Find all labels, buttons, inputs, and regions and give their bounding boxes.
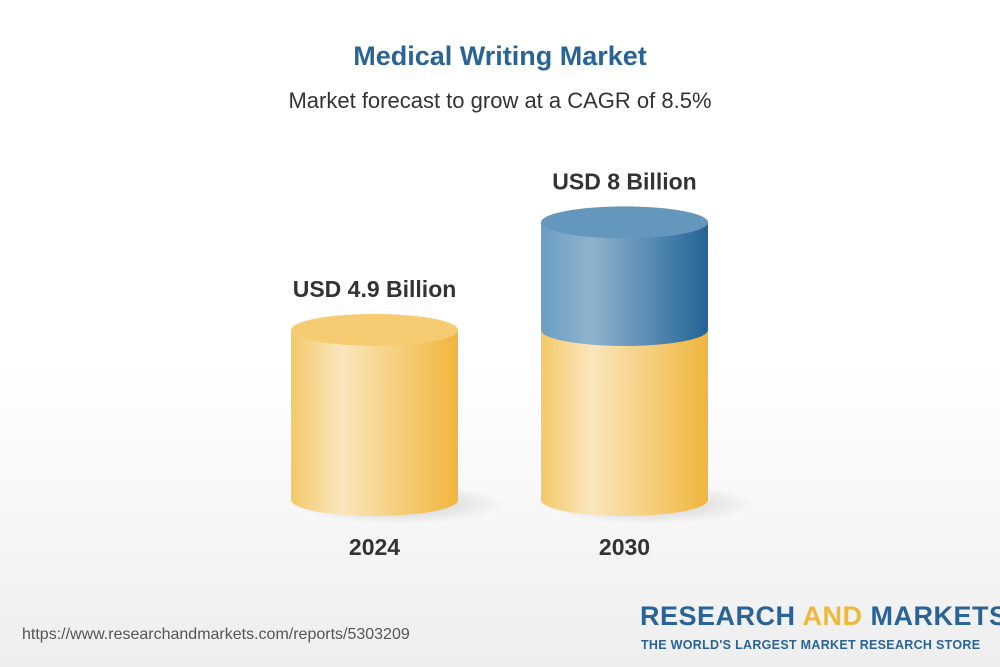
logo: RESEARCH AND MARKETS bbox=[640, 602, 1000, 631]
logo-and: AND bbox=[802, 601, 863, 631]
bar-base-segment bbox=[541, 329, 708, 516]
chart-title: Medical Writing Market bbox=[353, 41, 647, 71]
bar-growth-segment bbox=[541, 222, 708, 346]
logo-research: RESEARCH bbox=[640, 601, 796, 631]
source-url[interactable]: https://www.researchandmarkets.com/repor… bbox=[22, 626, 410, 643]
category-label: 2024 bbox=[349, 534, 400, 560]
data-label: USD 4.9 Billion bbox=[293, 276, 457, 302]
bar-top bbox=[541, 206, 708, 239]
data-label: USD 8 Billion bbox=[552, 168, 696, 194]
chart-svg: USD 4.9 Billion 2024 USD 8 Billion 2030 bbox=[291, 168, 753, 560]
bar-2024 bbox=[291, 329, 458, 516]
logo-tagline: THE WORLD'S LARGEST MARKET RESEARCH STOR… bbox=[641, 638, 981, 652]
bar-top bbox=[291, 313, 458, 346]
chart-subtitle: Market forecast to grow at a CAGR of 8.5… bbox=[288, 88, 712, 113]
logo-markets: MARKETS bbox=[870, 601, 1000, 631]
category-label: 2030 bbox=[599, 534, 650, 560]
